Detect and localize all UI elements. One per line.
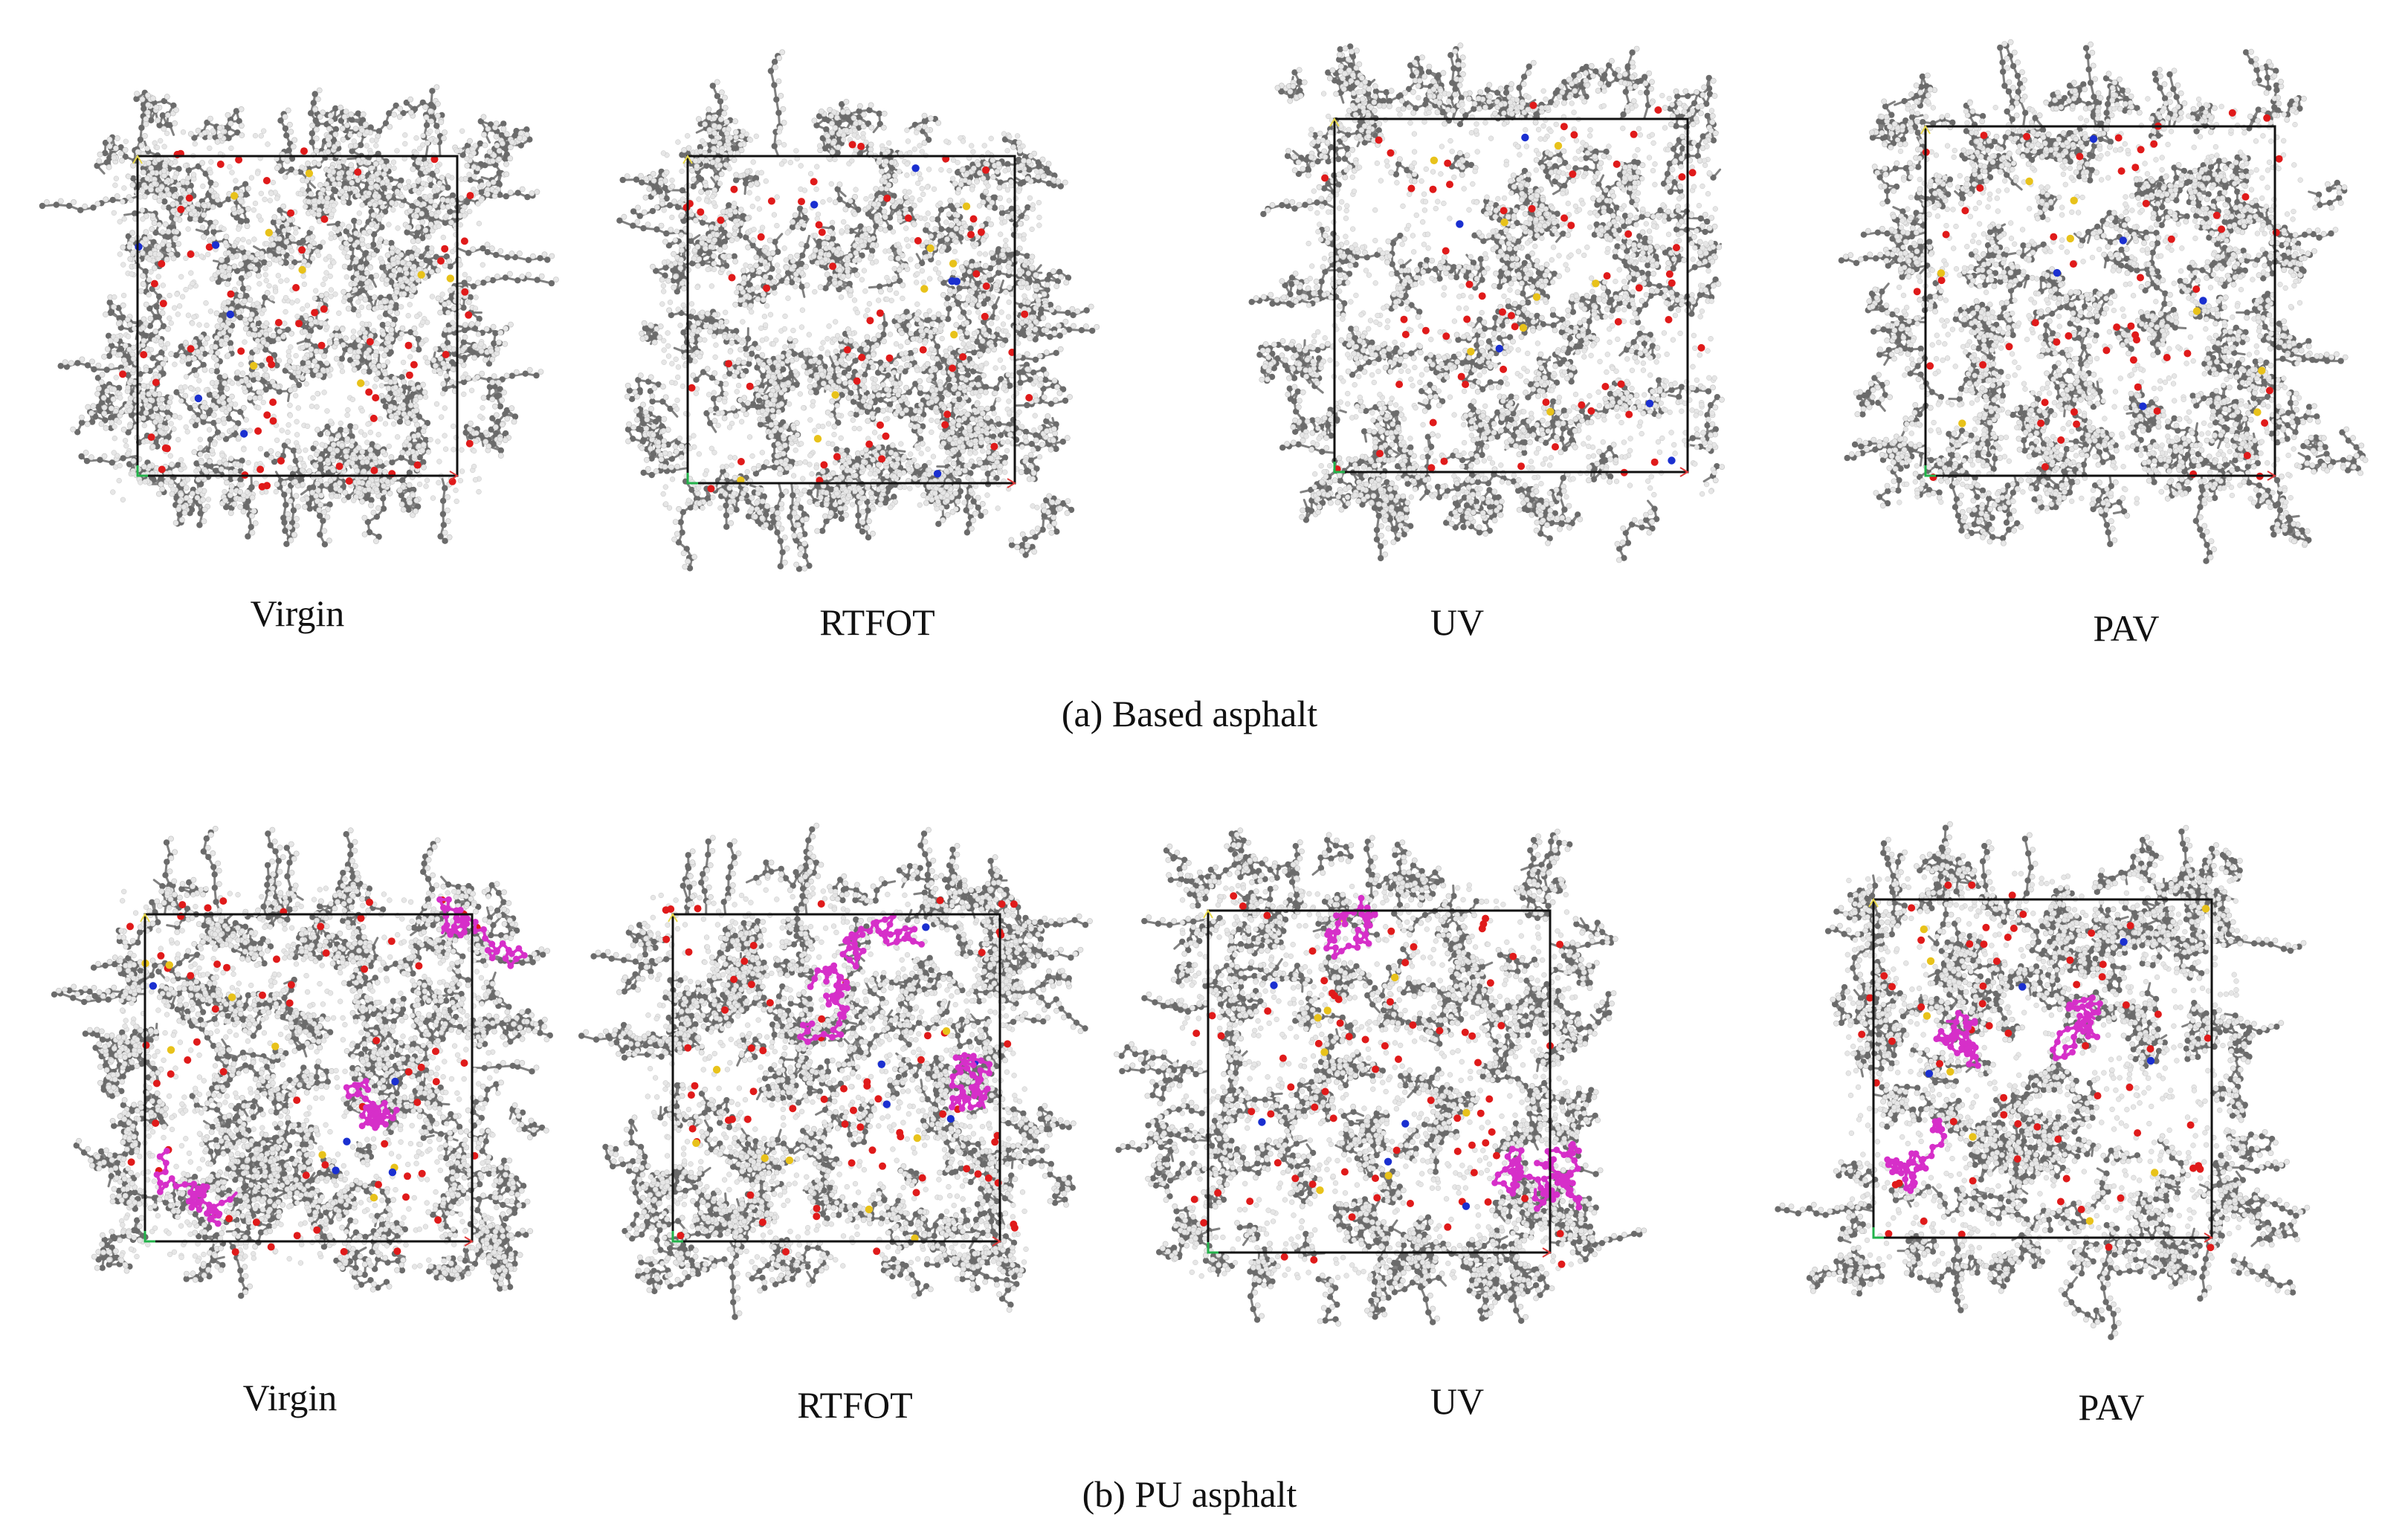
panel-label-virgin-pu: Virgin bbox=[67, 1379, 513, 1416]
simulation-cell-box bbox=[1924, 125, 2276, 477]
simulation-cell-box bbox=[1207, 909, 1552, 1254]
simulation-cell-box bbox=[1872, 898, 2213, 1239]
molecular-cell-render bbox=[1838, 39, 2369, 564]
molecular-cell-render bbox=[578, 822, 1093, 1320]
molecular-model-uv-base bbox=[1182, 42, 1726, 565]
molecular-cell-render bbox=[1775, 821, 2311, 1340]
simulation-cell-box bbox=[1333, 117, 1689, 474]
molecular-model-rtfot-pu bbox=[550, 822, 1115, 1345]
simulation-cell-box bbox=[136, 155, 459, 477]
panel-label-pav-base: PAV bbox=[1903, 610, 2349, 647]
panel-label-uv-base: UV bbox=[1234, 604, 1680, 641]
simulation-cell-box bbox=[671, 913, 1001, 1243]
panel-label-pav-pu: PAV bbox=[1888, 1389, 2334, 1426]
molecular-cell-render bbox=[51, 826, 553, 1299]
panel-label-uv-pu: UV bbox=[1234, 1383, 1680, 1420]
panel-label-rtfot-base: RTFOT bbox=[654, 604, 1100, 641]
molecular-model-virgin-pu bbox=[37, 825, 553, 1301]
panel-label-virgin-base: Virgin bbox=[74, 595, 520, 632]
row-caption-pu-asphalt: (b) PU asphalt bbox=[743, 1476, 1636, 1513]
panel-label-rtfot-pu: RTFOT bbox=[632, 1386, 1078, 1423]
molecular-cell-render bbox=[39, 84, 559, 548]
molecular-model-pav-base bbox=[1807, 37, 2386, 602]
molecular-model-uv-pu bbox=[1114, 714, 1665, 1331]
molecular-model-virgin-base bbox=[30, 45, 565, 550]
molecular-cell-render bbox=[616, 49, 1100, 572]
molecular-cell-render bbox=[1114, 827, 1647, 1327]
row-caption-based-asphalt: (a) Based asphalt bbox=[743, 695, 1636, 732]
molecular-model-rtfot-base bbox=[610, 45, 1145, 580]
simulation-cell-box bbox=[143, 913, 474, 1243]
molecular-model-pav-pu bbox=[1732, 788, 2372, 1368]
molecular-cell-render bbox=[1248, 42, 1726, 563]
simulation-cell-box bbox=[686, 155, 1016, 485]
